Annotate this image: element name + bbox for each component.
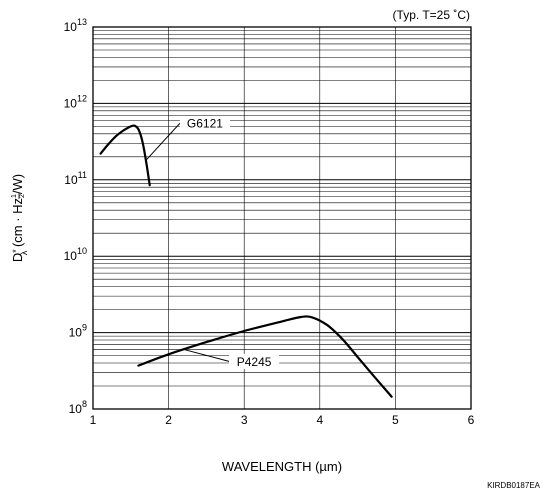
y-tick-base: 10 bbox=[64, 173, 78, 187]
y-tick-exponent: 11 bbox=[78, 170, 87, 180]
y-tick-base: 10 bbox=[69, 402, 83, 416]
x-tick-label: 3 bbox=[241, 413, 248, 427]
y-tick-base: 10 bbox=[64, 96, 78, 110]
y-axis-label-exp-num: 1 bbox=[11, 194, 18, 198]
y-tick-label: 108 bbox=[69, 399, 87, 416]
x-tick-label: 5 bbox=[392, 413, 399, 427]
y-tick-exponent: 10 bbox=[77, 246, 87, 256]
y-tick-exponent: 12 bbox=[77, 93, 87, 103]
x-tick-label: 4 bbox=[316, 413, 323, 427]
y-tick-label: 109 bbox=[69, 323, 87, 340]
x-tick-label: 1 bbox=[90, 413, 97, 427]
y-axis-label-prefix: (cm · Hz bbox=[10, 198, 25, 251]
y-tick-label: 1012 bbox=[64, 93, 87, 110]
y-tick-base: 10 bbox=[69, 326, 83, 340]
series-annotations: G6121 P4245 bbox=[145, 115, 280, 369]
y-axis-label-star: * bbox=[11, 249, 21, 253]
y-axis-label: D*λ (cm · Hz12/W) bbox=[10, 174, 29, 262]
y-tick-base: 10 bbox=[64, 20, 78, 34]
y-tick-exponent: 9 bbox=[82, 323, 87, 333]
data-series bbox=[99, 124, 393, 398]
condition-note: (Typ. T=25 ˚C) bbox=[393, 8, 470, 22]
y-tick-exponent: 8 bbox=[82, 399, 87, 409]
x-tick-labels: 1 2 3 4 5 6 bbox=[90, 413, 475, 427]
y-axis-label-symbol: D bbox=[10, 253, 25, 262]
y-tick-exponent: 13 bbox=[77, 17, 87, 27]
annotation-box-p4245 bbox=[229, 353, 280, 369]
y-axis-label-exp-den: 2 bbox=[19, 194, 26, 198]
y-tick-label: 1010 bbox=[64, 246, 87, 263]
annotation-label-g6121: G6121 bbox=[187, 117, 223, 131]
series-line-g6121 bbox=[99, 124, 151, 187]
grid-lines bbox=[93, 27, 471, 409]
y-tick-label: 1011 bbox=[64, 170, 87, 187]
x-tick-label: 2 bbox=[165, 413, 172, 427]
annotation-box-g6121 bbox=[179, 115, 230, 131]
figure-code: KIRDB0187EA bbox=[487, 481, 541, 490]
y-tick-base: 10 bbox=[64, 249, 78, 263]
y-tick-label: 1013 bbox=[64, 17, 87, 34]
plot-frame bbox=[92, 26, 472, 410]
series-line-p4245 bbox=[137, 315, 393, 398]
annotation-label-p4245: P4245 bbox=[237, 355, 272, 369]
annotation-leader-g6121 bbox=[145, 122, 181, 161]
y-axis-label-suffix: /W) bbox=[10, 174, 25, 194]
y-axis-label-lambda: λ bbox=[19, 250, 29, 255]
x-axis-label: WAVELENGTH (µm) bbox=[222, 459, 342, 474]
x-tick-label: 6 bbox=[468, 413, 475, 427]
annotation-leader-p4245 bbox=[183, 348, 230, 362]
